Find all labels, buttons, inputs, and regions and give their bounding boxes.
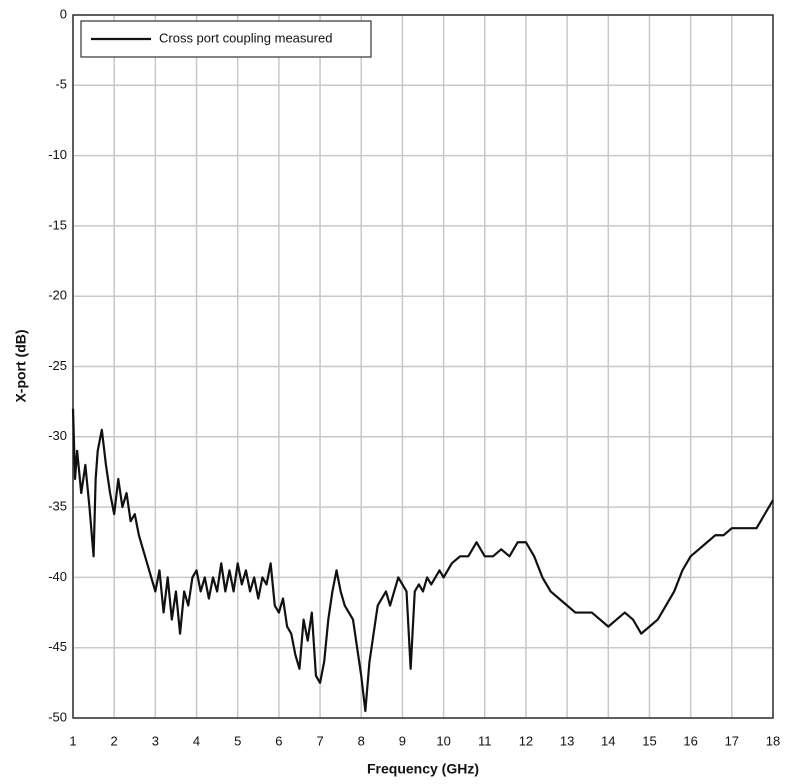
x-tick-label: 14: [601, 733, 615, 748]
y-tick-label: -5: [55, 77, 67, 92]
y-tick-label: -25: [48, 358, 67, 373]
x-tick-label: 13: [560, 733, 574, 748]
x-tick-label: 16: [683, 733, 697, 748]
x-tick-label: 9: [399, 733, 406, 748]
y-axis-label: X-port (dB): [13, 329, 29, 402]
x-axis-label: Frequency (GHz): [367, 761, 479, 777]
y-tick-label: -35: [48, 499, 67, 514]
x-tick-label: 12: [519, 733, 533, 748]
x-tick-label: 2: [111, 733, 118, 748]
x-tick-label: 1: [69, 733, 76, 748]
x-tick-label: 18: [766, 733, 780, 748]
y-tick-label: 0: [60, 6, 67, 21]
y-tick-label: -45: [48, 639, 67, 654]
y-tick-label: -40: [48, 569, 67, 584]
x-tick-label: 11: [478, 733, 492, 748]
plot-frame: [72, 14, 774, 719]
y-tick-label: -50: [48, 709, 67, 724]
y-tick-label: -15: [48, 217, 67, 232]
x-tick-label: 10: [436, 733, 450, 748]
y-tick-label: -10: [48, 147, 67, 162]
x-tick-label: 4: [193, 733, 200, 748]
data-line: [71, 408, 774, 713]
y-tick-label: -30: [48, 428, 67, 443]
x-tick-label: 15: [642, 733, 656, 748]
x-tick-label: 17: [725, 733, 739, 748]
x-tick-label: 7: [316, 733, 323, 748]
x-tick-label: 5: [234, 733, 241, 748]
legend-label: Cross port coupling measured: [159, 30, 332, 45]
x-tick-label: 3: [152, 733, 159, 748]
y-tick-label: -20: [48, 288, 67, 303]
x-tick-label: 8: [358, 733, 365, 748]
x-tick-label: 6: [275, 733, 282, 748]
